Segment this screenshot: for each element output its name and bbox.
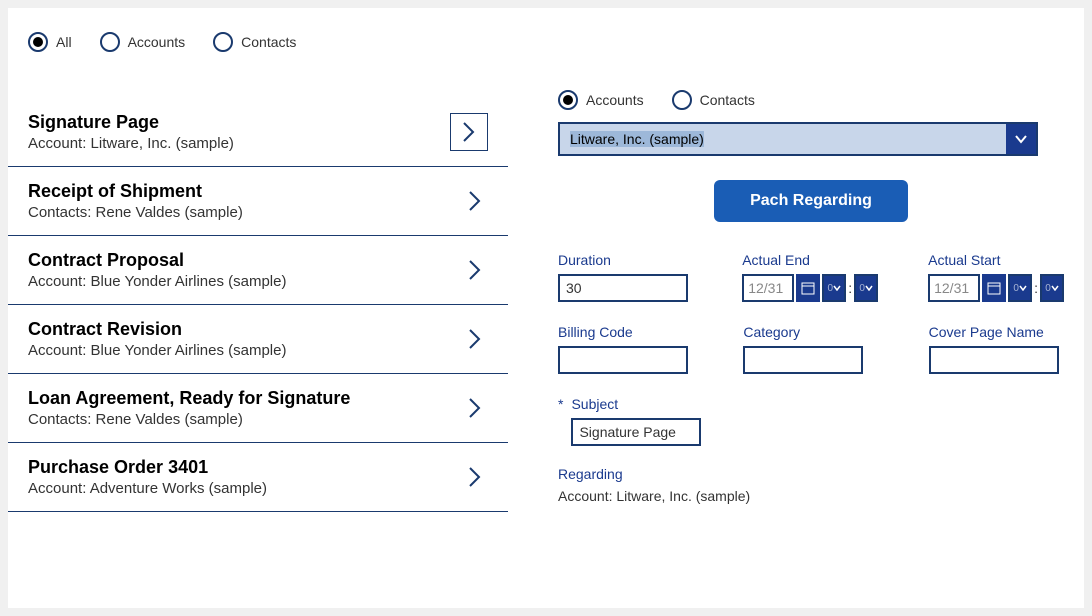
filter-radio-accounts[interactable]: Accounts <box>100 32 186 52</box>
list-item-title: Purchase Order 3401 <box>28 457 462 478</box>
calendar-icon[interactable] <box>982 274 1006 302</box>
subject-row: * Subject <box>558 396 1064 446</box>
chevron-down-icon[interactable] <box>1006 124 1036 154</box>
radio-label: Accounts <box>586 92 644 108</box>
content-area: Signature Page Account: Litware, Inc. (s… <box>8 70 1084 608</box>
list-item[interactable]: Signature Page Account: Litware, Inc. (s… <box>8 98 508 167</box>
dropdown-value: Litware, Inc. (sample) <box>560 124 1006 154</box>
field-label: Actual Start <box>928 252 1064 268</box>
cover-page-name-field: Cover Page Name <box>929 324 1064 374</box>
required-indicator: * <box>558 396 563 446</box>
pach-regarding-button[interactable]: Pach Regarding <box>714 180 908 222</box>
filter-radio-all[interactable]: All <box>28 32 72 52</box>
right-radio-contacts[interactable]: Contacts <box>672 90 755 110</box>
chevron-right-icon <box>462 395 488 421</box>
actual-start-field: Actual Start 12/31 0 : 0 <box>928 252 1064 302</box>
regarding-section: Regarding Account: Litware, Inc. (sample… <box>558 466 1064 504</box>
list-item[interactable]: Contract Revision Account: Blue Yonder A… <box>8 305 508 374</box>
list-item-title: Signature Page <box>28 112 450 133</box>
field-label: Actual End <box>742 252 878 268</box>
list-item-title: Receipt of Shipment <box>28 181 462 202</box>
radio-icon <box>558 90 578 110</box>
cover-page-name-input[interactable] <box>929 346 1059 374</box>
chevron-right-icon[interactable] <box>450 113 488 151</box>
radio-label: All <box>56 34 72 50</box>
category-field: Category <box>743 324 878 374</box>
chevron-right-icon <box>462 464 488 490</box>
records-list: Signature Page Account: Litware, Inc. (s… <box>8 70 508 608</box>
list-item-text: Receipt of Shipment Contacts: Rene Valde… <box>28 181 462 221</box>
list-item-text: Purchase Order 3401 Account: Adventure W… <box>28 457 462 497</box>
radio-icon <box>672 90 692 110</box>
filter-radio-contacts[interactable]: Contacts <box>213 32 296 52</box>
time-minute-select[interactable]: 0 <box>1040 274 1064 302</box>
list-item[interactable]: Loan Agreement, Ready for Signature Cont… <box>8 374 508 443</box>
category-input[interactable] <box>743 346 863 374</box>
account-dropdown[interactable]: Litware, Inc. (sample) <box>558 122 1038 156</box>
radio-icon <box>28 32 48 52</box>
field-label: Duration <box>558 252 692 268</box>
list-item-subtitle: Contacts: Rene Valdes (sample) <box>28 204 462 221</box>
list-item-subtitle: Account: Adventure Works (sample) <box>28 480 462 497</box>
radio-icon <box>213 32 233 52</box>
list-item[interactable]: Purchase Order 3401 Account: Adventure W… <box>8 443 508 512</box>
fields-row-1: Duration Actual End 12/31 0 : 0 <box>558 252 1064 302</box>
right-radio-accounts[interactable]: Accounts <box>558 90 644 110</box>
list-item-title: Contract Proposal <box>28 250 462 271</box>
radio-label: Contacts <box>241 34 296 50</box>
date-input[interactable]: 12/31 <box>742 274 794 302</box>
right-filter-bar: Accounts Contacts <box>558 90 1064 110</box>
subject-field: Subject <box>571 396 721 446</box>
date-input[interactable]: 12/31 <box>928 274 980 302</box>
list-item-subtitle: Contacts: Rene Valdes (sample) <box>28 411 462 428</box>
chevron-right-icon <box>462 326 488 352</box>
field-label: Category <box>743 324 878 340</box>
field-label: Billing Code <box>558 324 693 340</box>
calendar-icon[interactable] <box>796 274 820 302</box>
billing-code-field: Billing Code <box>558 324 693 374</box>
chevron-right-icon <box>462 188 488 214</box>
field-label: Subject <box>571 396 721 412</box>
chevron-right-icon <box>462 257 488 283</box>
radio-icon <box>100 32 120 52</box>
list-item-text: Contract Proposal Account: Blue Yonder A… <box>28 250 462 290</box>
duration-input[interactable] <box>558 274 688 302</box>
time-minute-select[interactable]: 0 <box>854 274 878 302</box>
time-hour-select[interactable]: 0 <box>822 274 846 302</box>
list-item[interactable]: Receipt of Shipment Contacts: Rene Valde… <box>8 167 508 236</box>
list-item-subtitle: Account: Blue Yonder Airlines (sample) <box>28 273 462 290</box>
list-item-subtitle: Account: Litware, Inc. (sample) <box>28 135 450 152</box>
duration-field: Duration <box>558 252 692 302</box>
app-container: All Accounts Contacts Signature Page Acc… <box>8 8 1084 608</box>
date-picker: 12/31 0 : 0 <box>742 274 878 302</box>
top-filter-bar: All Accounts Contacts <box>8 8 1084 70</box>
regarding-value: Account: Litware, Inc. (sample) <box>558 488 1064 504</box>
time-hour-select[interactable]: 0 <box>1008 274 1032 302</box>
field-label: Cover Page Name <box>929 324 1064 340</box>
list-item-text: Loan Agreement, Ready for Signature Cont… <box>28 388 462 428</box>
details-pane: Accounts Contacts Litware, Inc. (sample)… <box>508 70 1084 608</box>
billing-code-input[interactable] <box>558 346 688 374</box>
time-colon: : <box>848 280 852 296</box>
list-item-text: Signature Page Account: Litware, Inc. (s… <box>28 112 450 152</box>
actual-end-field: Actual End 12/31 0 : 0 <box>742 252 878 302</box>
list-item-title: Contract Revision <box>28 319 462 340</box>
date-picker: 12/31 0 : 0 <box>928 274 1064 302</box>
list-item[interactable]: Contract Proposal Account: Blue Yonder A… <box>8 236 508 305</box>
radio-label: Contacts <box>700 92 755 108</box>
time-colon: : <box>1034 280 1038 296</box>
regarding-label: Regarding <box>558 466 1064 482</box>
list-item-title: Loan Agreement, Ready for Signature <box>28 388 462 409</box>
radio-label: Accounts <box>128 34 186 50</box>
list-item-subtitle: Account: Blue Yonder Airlines (sample) <box>28 342 462 359</box>
subject-input[interactable] <box>571 418 701 446</box>
list-item-text: Contract Revision Account: Blue Yonder A… <box>28 319 462 359</box>
fields-row-2: Billing Code Category Cover Page Name <box>558 324 1064 374</box>
